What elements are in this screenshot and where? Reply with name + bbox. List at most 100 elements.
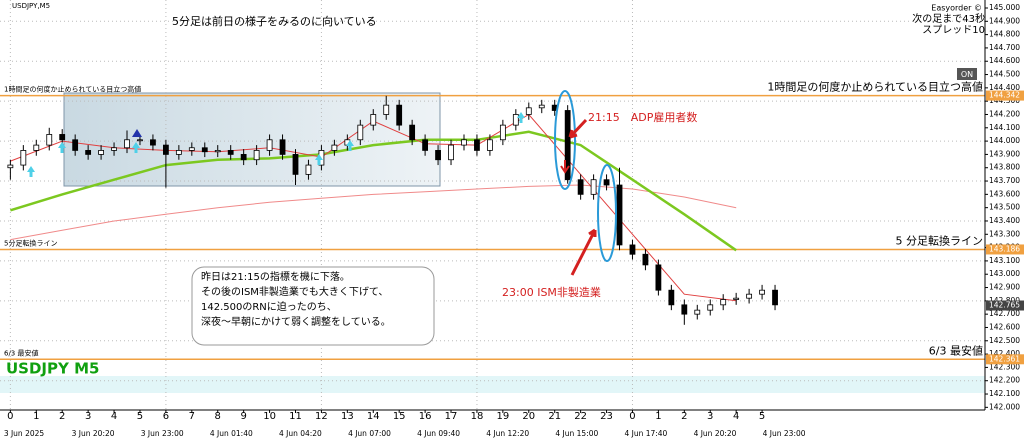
candle-body (746, 293, 753, 299)
level-left-label: 5分足転換ライン (4, 238, 57, 247)
candle-body (733, 297, 740, 300)
candle-body (435, 150, 441, 161)
note-line: 深夜～早朝にかけて弱く調整をしている。 (201, 315, 391, 328)
candle-body (538, 104, 545, 109)
level-price-label: 143.186 (989, 244, 1020, 253)
candle-body (564, 110, 571, 181)
current-price-label: 142.765 (989, 301, 1020, 310)
candle-body (409, 124, 416, 141)
candle-body (227, 150, 234, 155)
x-date-label: 4 Jun 07:00 (348, 429, 391, 438)
x-tick-label: 15 (393, 411, 406, 422)
y-tick-label: 142.500 (989, 336, 1020, 345)
candle-body (681, 304, 688, 315)
y-tick-label: 143.700 (989, 176, 1020, 185)
y-tick-label: 142.200 (989, 376, 1020, 385)
x-tick-label: 8 (215, 411, 221, 422)
x-tick-label: 3 (85, 411, 91, 422)
moving-average (10, 130, 737, 252)
current-price-box (986, 300, 1024, 311)
x-date-label: 4 Jun 12:20 (486, 429, 529, 438)
candle-body (668, 289, 675, 306)
candle-body (383, 104, 390, 115)
x-tick-label: 0 (629, 411, 635, 422)
y-tick-label: 144.100 (989, 123, 1020, 132)
callout-arrow (570, 228, 597, 276)
watermark: USDJPY M5 (6, 360, 99, 378)
x-tick-label: 11 (289, 411, 302, 422)
x-tick-label: 13 (341, 411, 354, 422)
x-date-label: 3 Jun 23:00 (141, 429, 184, 438)
level-price-box (986, 90, 1024, 101)
y-tick-label: 142.300 (989, 362, 1020, 371)
x-date-label: 4 Jun 09:40 (417, 429, 460, 438)
level-right-label: 1時間足の何度か止められている目立つ高値 (767, 80, 983, 94)
level-price-box (986, 354, 1024, 365)
level-price-box (986, 244, 1024, 255)
x-tick-label: 1 (33, 411, 39, 422)
y-tick-label: 142.100 (989, 389, 1020, 398)
candle-body (137, 139, 143, 142)
on-button[interactable]: ON (957, 68, 977, 80)
y-tick-label: 143.300 (989, 229, 1020, 238)
on-button-bg[interactable] (957, 68, 977, 80)
x-date-label: 4 Jun 04:20 (279, 429, 322, 438)
easyorder: Easyorder © (931, 4, 982, 13)
x-tick-label: 7 (189, 411, 195, 422)
levels: 1時間足の何度か止められている目立つ高値 1時間足の何度か止められている目立つ高値… (0, 80, 985, 361)
candle-body (292, 154, 299, 175)
candle-body (111, 147, 117, 151)
level-left-label: 6/3 最安値 (4, 348, 39, 357)
candle-body (603, 179, 610, 186)
x-tick-label: 17 (445, 411, 458, 422)
level-left-label: 1時間足の何度か止められている目立つ高値 (4, 85, 141, 94)
candle-body (72, 139, 79, 151)
candle-body (396, 104, 403, 126)
event-label: 21:15 ADP雇用者数 (588, 110, 697, 124)
y-tick-label: 143.500 (989, 203, 1020, 212)
x-tick-label: 1 (655, 411, 661, 422)
candle-body (305, 164, 312, 175)
x-tick-label: 0 (7, 411, 13, 422)
signal-arrow (517, 112, 525, 123)
candle-body (694, 309, 701, 315)
y-tick-label: 144.700 (989, 43, 1020, 52)
candle-body (642, 253, 649, 266)
candle-body (188, 147, 195, 151)
y-tick-label: 144.400 (989, 83, 1020, 92)
candle-body (331, 144, 338, 151)
on-button-label[interactable]: ON (961, 70, 973, 79)
x-tick-label: 21 (548, 411, 561, 422)
grid (0, 0, 985, 410)
y-tick-label: 143.600 (989, 189, 1020, 198)
y-tick-label: 142.600 (989, 322, 1020, 331)
candle-body (98, 150, 104, 155)
candle-body (279, 139, 286, 155)
candle-body (240, 154, 247, 161)
y-tick-label: 145.000 (989, 3, 1020, 12)
candle-body (59, 134, 66, 141)
candle-body (525, 107, 532, 115)
price-axis-bg (985, 0, 1024, 440)
highlight-ellipse (597, 164, 617, 262)
candle-body (150, 139, 156, 146)
note-line: 142.500のRNに迫ったのち、 (201, 300, 337, 313)
candle-body (124, 139, 130, 149)
x-tick-label: 16 (419, 411, 432, 422)
candle-body (590, 179, 597, 195)
signal-arrow (58, 142, 66, 153)
candle-body (357, 124, 364, 141)
candle-body (655, 264, 662, 291)
x-date-label: 4 Jun 23:00 (763, 429, 806, 438)
time-axis-bg (0, 410, 985, 440)
zone (0, 376, 985, 393)
x-date-label: 4 Jun 17:40 (624, 429, 667, 438)
y-tick-label: 142.000 (989, 402, 1020, 411)
spread: スプレッド10 (922, 24, 985, 36)
x-tick-label: 9 (240, 411, 246, 422)
candle-body (720, 299, 727, 306)
candle-body (162, 144, 169, 155)
candle-body (616, 184, 623, 246)
signal-arrows (27, 112, 525, 177)
x-date-label: 4 Jun 15:00 (555, 429, 598, 438)
